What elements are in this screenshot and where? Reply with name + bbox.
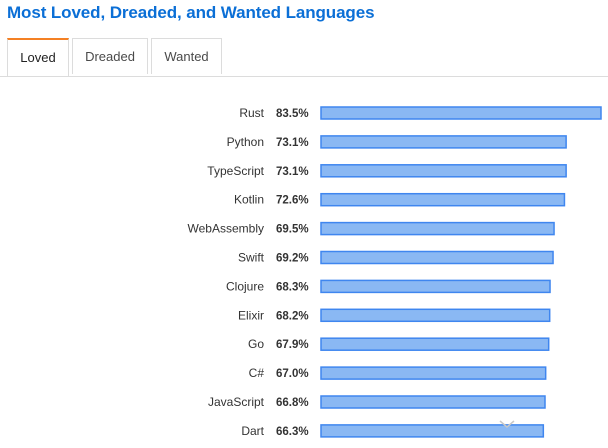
chevron-down-icon[interactable] [498, 418, 516, 430]
bar-elixir[interactable] [320, 308, 551, 323]
bar-clojure[interactable] [320, 279, 551, 294]
category-label: WebAssembly [188, 222, 264, 236]
bar-kotlin[interactable] [320, 192, 566, 207]
tab-wanted[interactable]: Wanted [151, 38, 222, 74]
value-label: 73.1% [276, 137, 309, 149]
value-label: 67.0% [276, 368, 309, 380]
value-label: 67.9% [276, 339, 309, 351]
category-label: Dart [241, 424, 264, 438]
value-label: 73.1% [276, 166, 309, 178]
category-label: Go [248, 337, 264, 351]
page-title: Most Loved, Dreaded, and Wanted Language… [7, 3, 375, 22]
category-label: JavaScript [208, 395, 265, 409]
bar-rust[interactable] [320, 106, 602, 120]
value-label: 83.5% [276, 108, 309, 120]
value-label: 68.3% [276, 281, 309, 293]
value-label: 69.2% [276, 253, 309, 265]
bar-typescript[interactable] [320, 164, 567, 178]
value-label: 69.5% [276, 224, 309, 236]
value-label: 66.8% [276, 397, 309, 409]
bar-webassembly[interactable] [320, 221, 555, 236]
bar-swift[interactable] [320, 250, 554, 265]
bar-chart: Rust 83.5% Python 73.1% TypeScript 73.1% Kotli… [188, 106, 602, 438]
bar-dart[interactable] [320, 424, 545, 438]
bar-c-[interactable] [320, 366, 547, 380]
tab-dreaded[interactable]: Dreaded [72, 38, 148, 74]
category-label: Swift [238, 251, 265, 265]
category-label: Clojure [226, 279, 264, 293]
category-label: Rust [239, 106, 264, 120]
bar-go[interactable] [320, 337, 550, 351]
value-label: 68.2% [276, 310, 309, 322]
category-label: C# [249, 366, 265, 380]
value-label: 66.3% [276, 426, 309, 438]
category-label: Python [227, 135, 264, 149]
bar-javascript[interactable] [320, 395, 546, 409]
category-label: TypeScript [207, 164, 264, 178]
tab-bar: Loved Dreaded Wanted [0, 38, 608, 77]
value-label: 72.6% [276, 195, 309, 207]
bar-python[interactable] [320, 135, 567, 149]
category-label: Elixir [238, 308, 264, 322]
category-label: Kotlin [234, 193, 264, 207]
tab-loved[interactable]: Loved [7, 38, 69, 76]
